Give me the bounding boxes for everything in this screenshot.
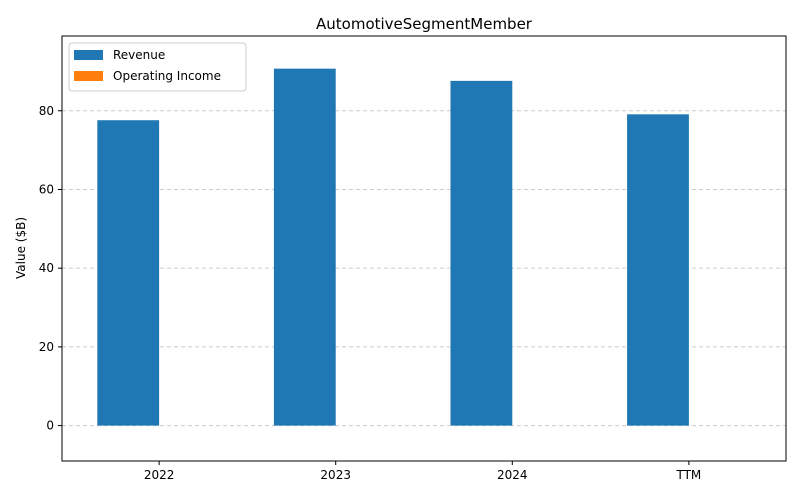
y-tick-label: 60 [39,182,54,196]
y-tick-label: 80 [39,104,54,118]
x-axis: 2022 2023 2024 TTM [144,461,701,482]
bar-revenue [97,120,160,426]
legend-label-revenue: Revenue [113,48,165,62]
bar-revenue [273,68,336,426]
x-tick-label: 2022 [144,468,175,482]
legend: Revenue Operating Income [68,42,247,92]
x-tick-label: 2024 [497,468,528,482]
legend-box [68,42,247,92]
chart-title: AutomotiveSegmentMember [316,15,533,33]
bars [97,68,689,426]
bar-revenue [627,114,689,426]
y-axis-label: Value ($B) [14,217,28,279]
legend-swatch-revenue [74,50,103,60]
legend-label-operating-income: Operating Income [113,69,221,83]
y-axis: 0 20 40 60 80 [39,104,62,433]
y-tick-label: 0 [46,419,54,433]
y-tick-label: 40 [39,261,54,275]
legend-swatch-operating-income [74,71,103,81]
plot-frame [61,35,787,462]
bar-revenue [450,80,513,426]
x-tick-label: 2023 [320,468,351,482]
x-tick-label: TTM [675,468,701,482]
y-tick-label: 20 [39,340,54,354]
